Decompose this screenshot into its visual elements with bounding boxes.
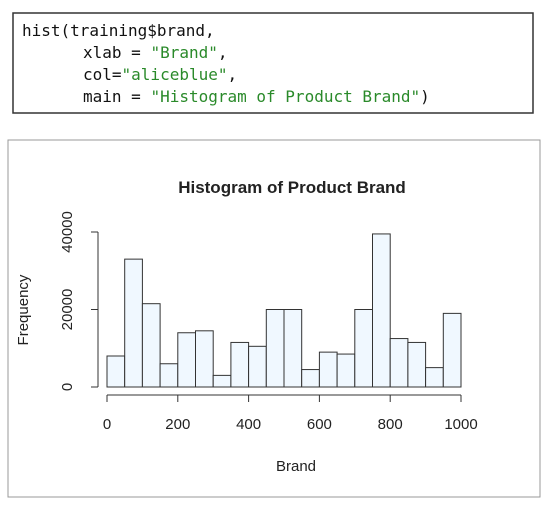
code-line: main = "Histogram of Product Brand") [83,87,430,106]
bar [141,303,161,388]
bar [230,341,250,388]
bar [212,374,232,388]
code-string: "Histogram of Product Brand" [150,87,420,106]
bar [354,309,373,388]
code-text: , [218,43,228,62]
bar [425,367,444,388]
x-tick-label: 600 [307,416,332,433]
bar [265,309,285,388]
bar [301,369,320,388]
bar [318,351,338,388]
x-tick-label: 1000 [444,416,477,433]
bar [177,332,197,388]
chart-title: Histogram of Product Brand [178,178,406,197]
code-text: xlab = [83,43,150,62]
code-line: hist(training$brand, [22,21,215,40]
y-tick-label: 20000 [59,289,76,331]
code-string: "Brand" [150,43,217,62]
code-line: col="aliceblue", [83,65,237,84]
code-text: main = [83,87,150,106]
bar [442,312,462,388]
x-tick-label: 200 [165,416,190,433]
bar [283,309,303,388]
x-axis-label: Brand [276,458,316,475]
bar [106,355,126,388]
bar [195,330,214,388]
y-tick-label: 40000 [59,211,76,253]
code-string: "aliceblue" [122,65,228,84]
bar [407,341,427,388]
code-text: , [228,65,238,84]
code-line: xlab = "Brand", [83,43,228,62]
bar [159,363,179,388]
x-tick-label: 800 [378,416,403,433]
chart: Histogram of Product Brand Brand Frequen… [7,139,541,498]
code-text: hist(training$brand, [22,21,215,40]
bar [248,345,267,388]
code-text: col= [83,65,122,84]
code-text: ) [420,87,430,106]
bar [389,338,409,388]
y-tick-label: 0 [59,383,76,391]
x-tick-label: 0 [103,416,111,433]
bar [336,353,356,388]
x-tick-label: 400 [236,416,261,433]
code-box [12,12,534,114]
bar [372,233,391,388]
y-axis-label: Frequency [15,274,32,345]
bar [124,258,143,388]
